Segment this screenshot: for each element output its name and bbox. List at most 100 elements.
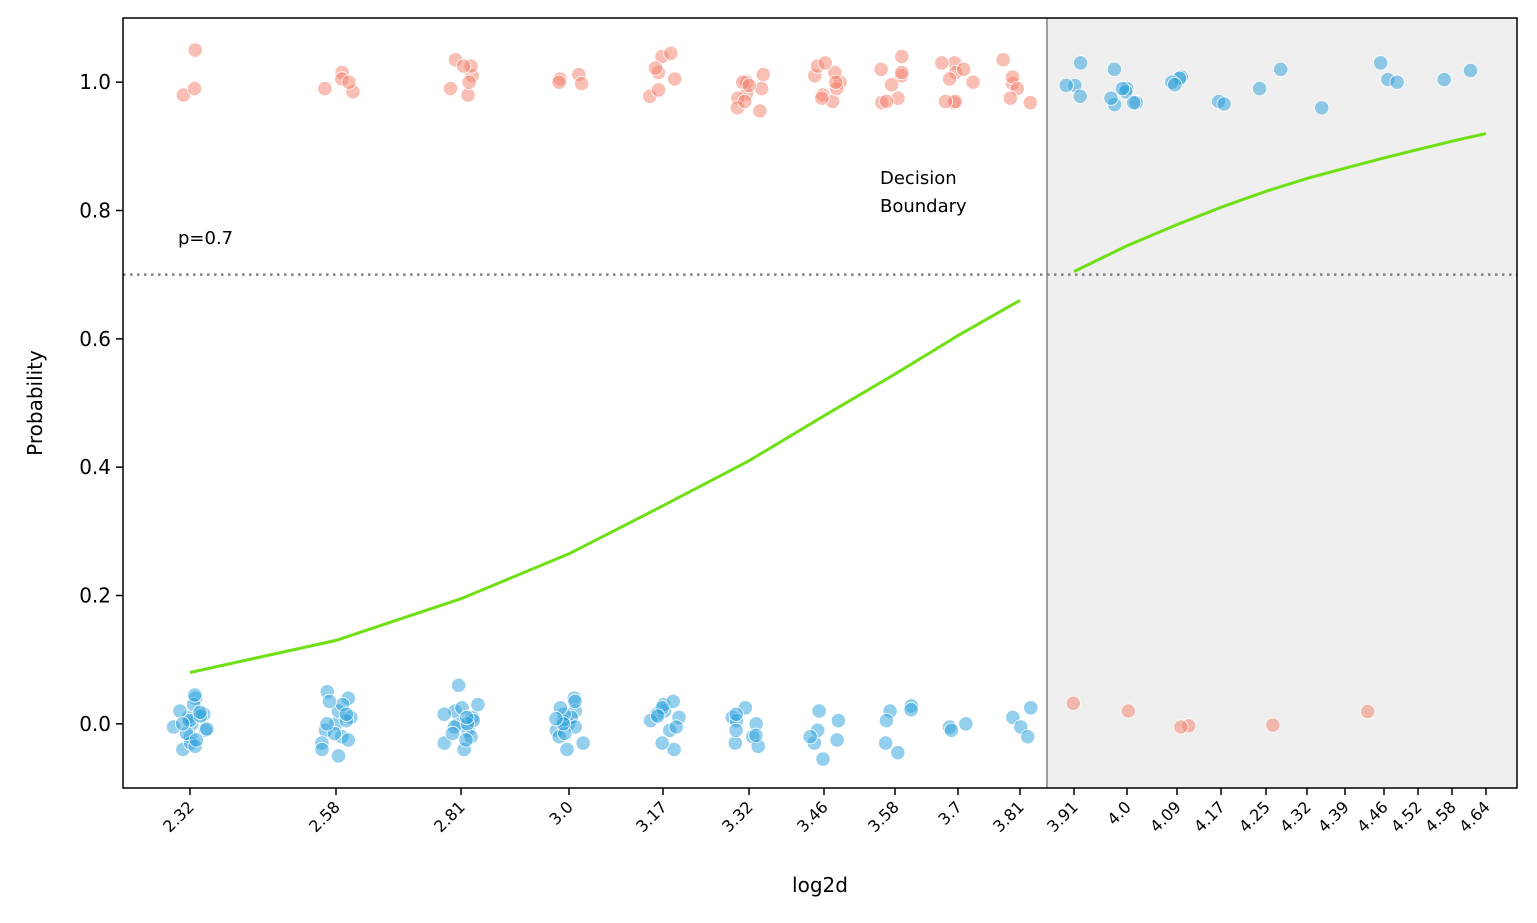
y-tick-label: 0.4 [79, 455, 111, 479]
data-point [450, 677, 467, 693]
data-point [192, 704, 208, 720]
data-point [567, 693, 583, 710]
data-point [1389, 74, 1405, 90]
data-point [1065, 695, 1081, 711]
data-point [1072, 88, 1088, 104]
data-point [1273, 61, 1289, 77]
data-point [575, 735, 591, 751]
data-point [728, 706, 744, 722]
data-point [460, 87, 476, 103]
data-point [436, 706, 452, 722]
data-point [668, 719, 684, 735]
data-point [1173, 719, 1189, 735]
decision-boundary-label-line-1: Decision [880, 168, 957, 189]
threshold-label: p=0.7 [178, 228, 233, 249]
data-point [883, 77, 900, 93]
data-point [814, 90, 830, 106]
data-point [894, 64, 910, 81]
data-point [956, 61, 972, 77]
y-tick-label: 0.8 [79, 199, 111, 223]
data-point [817, 55, 833, 71]
data-point [941, 71, 958, 87]
data-point [1002, 90, 1019, 106]
data-point [188, 732, 204, 748]
data-point [175, 716, 191, 732]
data-point [548, 711, 564, 727]
probability-curve-segment-1 [189, 298, 1021, 674]
data-point [172, 703, 188, 719]
data-point [1103, 90, 1119, 106]
data-point [666, 741, 682, 758]
data-point [650, 708, 666, 724]
data-point [321, 693, 338, 710]
data-point [341, 74, 357, 90]
y-tick-label: 0.6 [79, 327, 111, 351]
data-point [340, 732, 356, 748]
data-point [1022, 95, 1038, 111]
data-point [748, 727, 764, 744]
data-point [444, 725, 461, 742]
data-point [330, 748, 347, 764]
data-point [1373, 55, 1389, 71]
data-point [965, 74, 981, 90]
data-point [1314, 100, 1330, 116]
data-point [937, 93, 954, 110]
data-point [1360, 703, 1376, 720]
data-point [728, 722, 744, 738]
data-point [873, 61, 889, 77]
data-point [187, 42, 203, 58]
x-axis-label: log2d [792, 873, 848, 897]
data-point [654, 735, 670, 751]
data-point [338, 706, 354, 722]
data-point [461, 74, 477, 90]
y-axis-label: Probability [23, 350, 47, 456]
data-point [811, 703, 827, 719]
data-point [1020, 729, 1036, 745]
data-point [551, 74, 567, 90]
data-point [1167, 77, 1183, 93]
data-point [1436, 72, 1452, 88]
y-tick-label: 0.0 [79, 712, 111, 736]
probability-curve-segment-2 [1073, 132, 1487, 273]
data-point [1126, 95, 1142, 111]
data-point [663, 45, 679, 61]
data-point [187, 687, 203, 703]
data-point [456, 58, 472, 74]
y-tick-label: 1.0 [79, 70, 111, 94]
data-point [199, 721, 215, 737]
data-point [903, 702, 919, 718]
data-point [1073, 55, 1089, 71]
plot-frame [122, 17, 1518, 789]
data-point [878, 712, 895, 729]
data-point [470, 696, 486, 713]
data-point [830, 712, 847, 729]
data-point [1265, 717, 1281, 733]
data-point [317, 81, 333, 97]
data-point [878, 735, 894, 751]
data-point [647, 60, 664, 76]
decision-boundary-label-line-2: Boundary [880, 196, 967, 217]
data-point [459, 709, 475, 726]
y-tick-label: 0.2 [79, 584, 111, 608]
data-point [829, 732, 845, 748]
data-point [1252, 81, 1268, 97]
data-point [667, 71, 683, 87]
data-point [559, 741, 575, 758]
data-point [802, 729, 818, 745]
data-point [727, 735, 743, 751]
data-point [958, 716, 974, 732]
data-point [442, 81, 459, 97]
data-point [995, 52, 1011, 68]
data-point [1120, 703, 1136, 719]
data-point [1058, 77, 1074, 94]
data-point [741, 77, 757, 94]
decision-region-shade [1047, 18, 1517, 788]
data-point [890, 745, 906, 761]
data-point [737, 93, 753, 110]
data-point [1114, 81, 1131, 97]
data-point [1023, 700, 1039, 716]
data-point [752, 103, 768, 119]
data-point [943, 722, 960, 738]
data-point [815, 751, 831, 767]
